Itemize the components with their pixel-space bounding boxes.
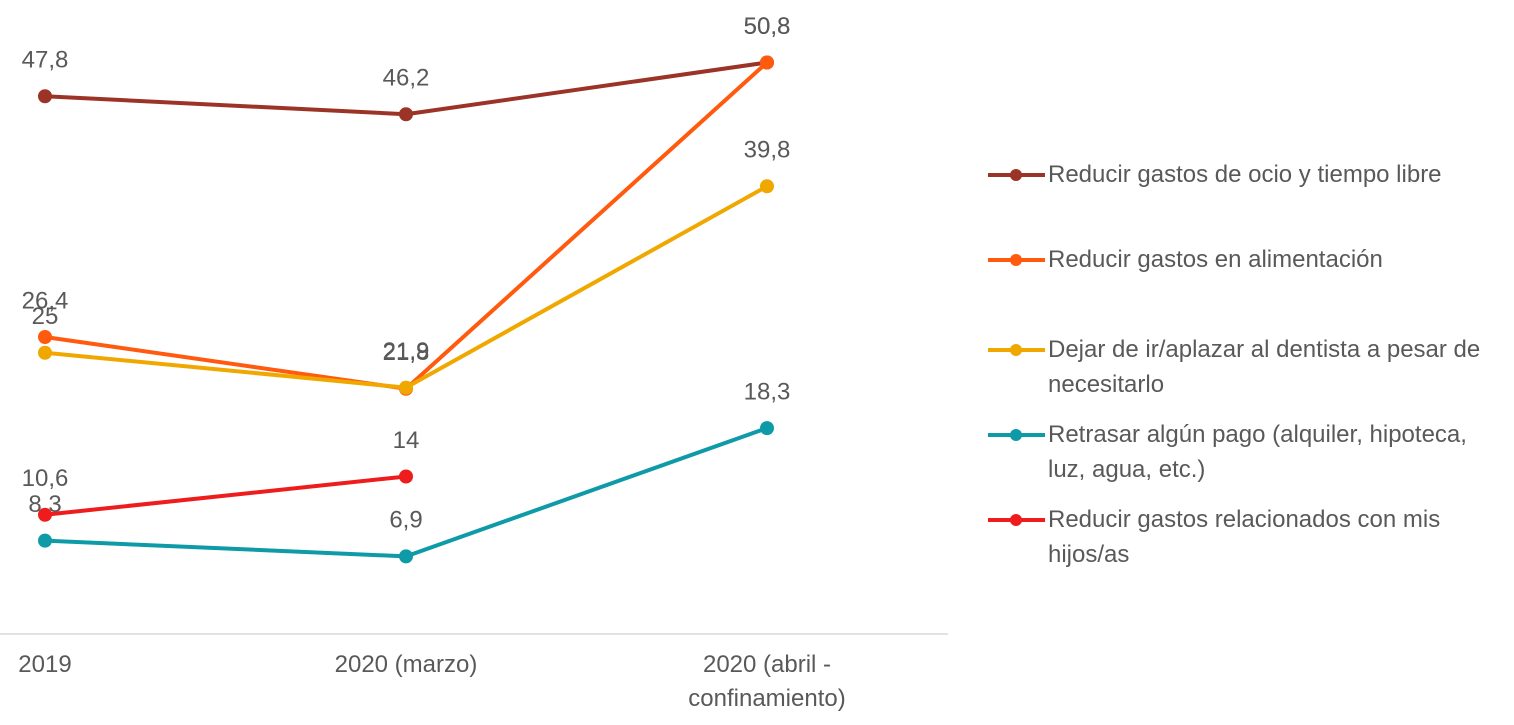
data-point (38, 330, 52, 344)
data-point (399, 107, 413, 122)
data-point (38, 507, 52, 522)
legend-label: Reducir gastos relacionados con mis hijo… (1048, 506, 1441, 568)
x-tick-label: 2019 (18, 651, 72, 678)
data-label: 50,8 (744, 13, 791, 40)
data-point (399, 549, 413, 564)
data-label: 39,8 (744, 137, 791, 164)
data-label: 21,9 (383, 338, 430, 365)
data-label: 14 (393, 427, 420, 454)
x-tick-label: 2020 (abril - confinamiento) (688, 651, 846, 712)
data-point (760, 421, 774, 436)
data-point (38, 533, 52, 548)
data-label: 25 (32, 303, 59, 330)
x-tick-label: 2020 (marzo) (334, 651, 478, 678)
legend-label: Reducir gastos de ocio y tiempo libre (1048, 161, 1442, 188)
data-point (38, 89, 52, 104)
data-point (399, 380, 413, 395)
data-label: 6,9 (389, 507, 422, 534)
legend-marker (1010, 254, 1022, 266)
data-label: 26,4 (22, 287, 69, 314)
data-label: 47,8 (22, 47, 69, 74)
data-label: 10,6 (22, 465, 69, 492)
legend-label: Reducir gastos en alimentación (1048, 246, 1383, 273)
data-label: 21,8 (383, 339, 430, 366)
data-point (760, 179, 774, 194)
data-point (38, 345, 52, 360)
series-line (44, 474, 407, 517)
data-point (399, 469, 413, 484)
legend-marker (1010, 344, 1022, 356)
data-point (760, 55, 774, 70)
legend-marker (1010, 429, 1022, 441)
legend-label: Retrasar algún pago (alquiler, hipoteca,… (1048, 421, 1467, 483)
legend-label: Dejar de ir/aplazar al dentista a pesar … (1048, 336, 1481, 398)
legend-marker (1010, 169, 1022, 181)
data-label: 18,3 (744, 378, 791, 405)
data-label: 46,2 (383, 65, 430, 92)
data-label: 50,8 (744, 13, 791, 40)
legend-marker (1010, 514, 1022, 526)
